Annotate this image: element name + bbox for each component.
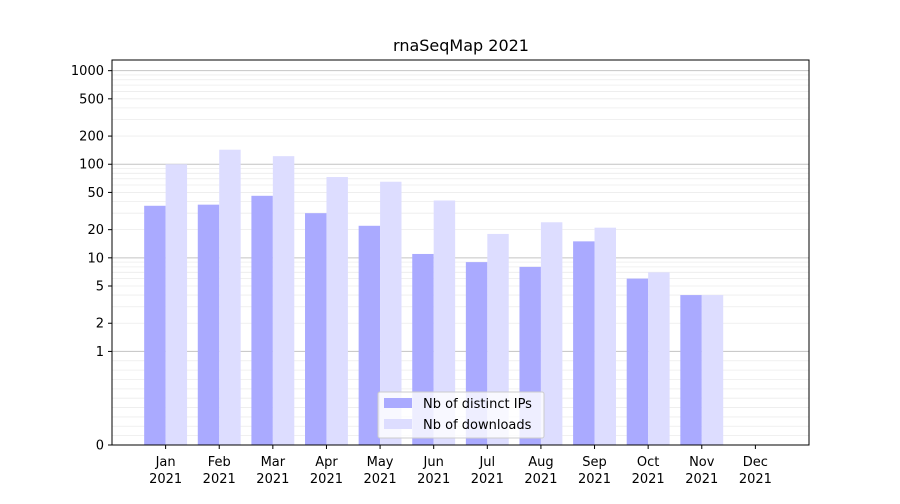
x-tick-label: Nov [689,455,715,470]
bar-downloads-mar [272,156,295,445]
x-tick-sublabel: 2021 [417,472,450,487]
x-tick-sublabel: 2021 [471,472,504,487]
x-tick-sublabel: 2021 [685,472,718,487]
x-tick-sublabel: 2021 [203,472,236,487]
bar-distinct-ips-feb [197,204,220,445]
y-tick-label: 1 [96,345,104,360]
x-tick-sublabel: 2021 [364,472,397,487]
y-tick-label: 50 [87,186,104,201]
y-tick-label: 500 [79,92,104,107]
x-tick-label: Dec [743,455,768,470]
y-tick-label: 1000 [71,64,104,79]
x-tick-label: Apr [315,455,338,470]
bar-downloads-nov [701,295,724,445]
x-axis: Jan 2021 Feb 2021 Mar 2021 Apr 2021 May 2021 Jun 20… [149,445,772,487]
x-tick-label: Jul [478,455,495,470]
bar-distinct-ips-jan [144,205,166,445]
bar-distinct-ips-may [358,225,381,445]
legend: Nb of distinct IPs Nb of downloads [377,391,545,439]
legend-swatch-distinct-ips [384,398,412,408]
y-tick-label: 200 [79,130,104,145]
legend-box [377,391,545,439]
x-tick-sublabel: 2021 [578,472,611,487]
x-tick-label: Oct [637,455,659,470]
bar-distinct-ips-apr [305,213,327,445]
x-tick-label: Jun [423,455,444,470]
y-tick-label: 100 [79,158,104,173]
x-tick-sublabel: 2021 [256,472,289,487]
bar-downloads-feb [219,149,241,445]
x-tick-sublabel: 2021 [524,472,557,487]
bar-downloads-apr [326,177,348,446]
bar-distinct-ips-mar [251,195,273,445]
x-tick-sublabel: 2021 [632,472,665,487]
bar-downloads-jan [165,164,188,445]
x-tick-label: Sep [582,455,607,470]
x-tick-label: Aug [528,455,553,470]
bar-distinct-ips-oct [626,278,649,445]
x-tick-label: Feb [208,455,231,470]
bar-downloads-aug [540,222,563,445]
x-tick-sublabel: 2021 [149,472,182,487]
legend-swatch-downloads [384,419,412,429]
bars [144,149,724,446]
x-tick-label: Mar [261,455,286,470]
y-axis: 0 1 2 5 10 20 50 100 200 500 1000 [71,64,112,454]
y-tick-label: 20 [87,223,104,238]
bar-downloads-may [380,181,402,446]
x-tick-sublabel: 2021 [310,472,343,487]
x-tick-label: May [367,455,394,470]
plot-frame [111,59,810,446]
chart-title: rnaSeqMap 2021 [393,36,529,55]
y-tick-label: 5 [96,280,104,295]
bar-downloads-sep [594,227,616,445]
bar-distinct-ips-nov [680,295,702,445]
y-tick-label: 2 [96,317,104,332]
legend-label-distinct-ips: Nb of distinct IPs [423,397,532,412]
legend-label-downloads: Nb of downloads [423,418,532,433]
y-tick-label: 10 [87,251,104,266]
bar-distinct-ips-sep [573,241,595,445]
x-tick-label: Jan [155,455,176,470]
bar-downloads-jun [433,200,456,445]
x-tick-sublabel: 2021 [739,472,772,487]
bar-downloads-oct [648,272,670,445]
y-tick-label: 0 [96,439,104,454]
